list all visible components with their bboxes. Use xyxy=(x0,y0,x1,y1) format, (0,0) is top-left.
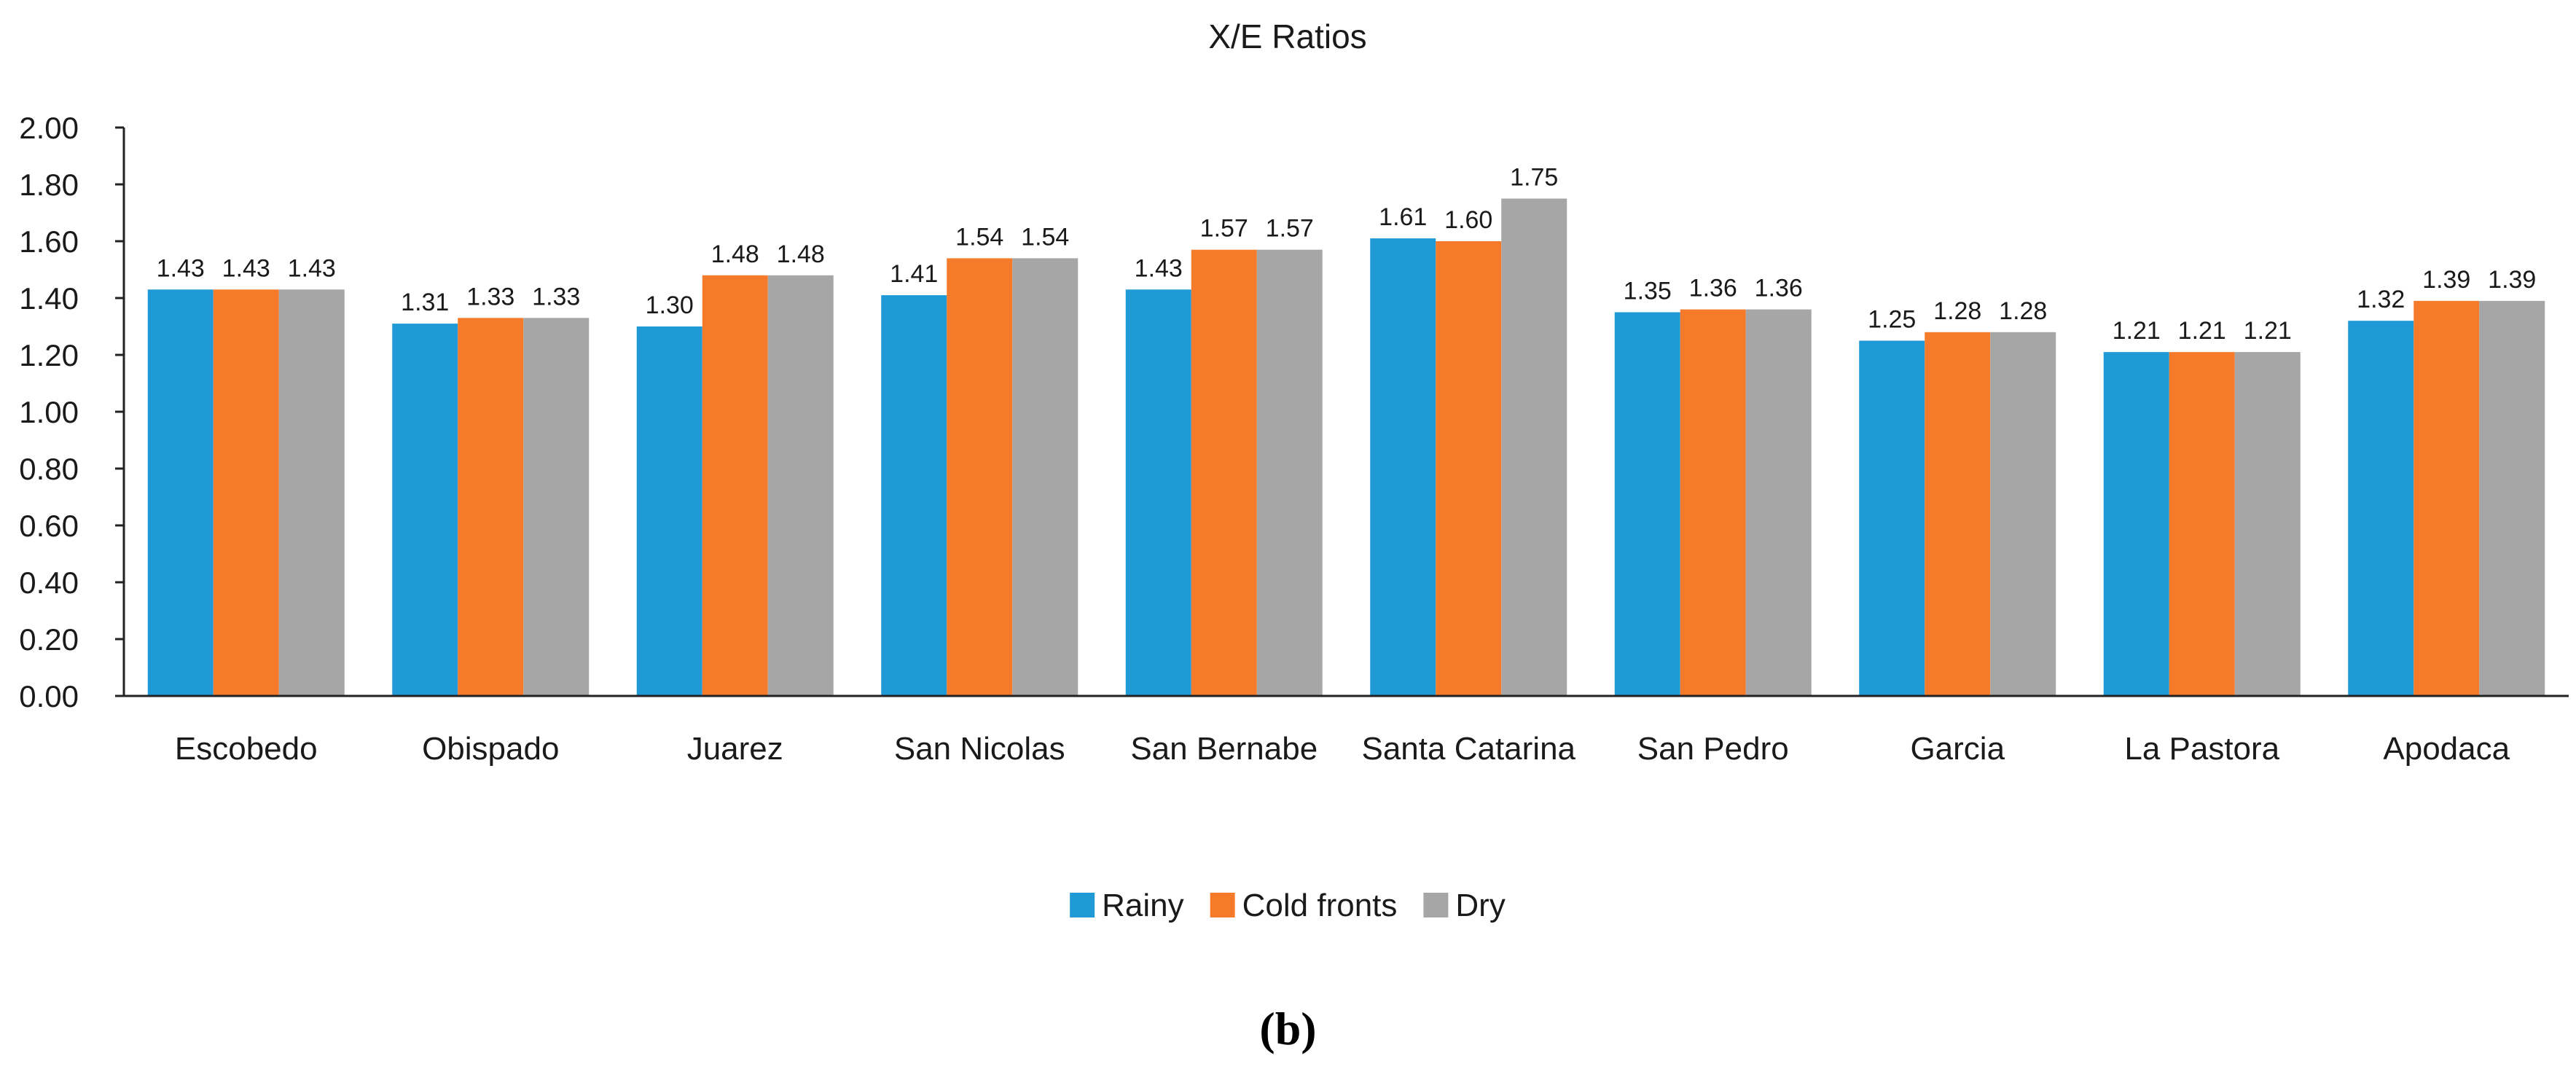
data-label: 1.57 xyxy=(1200,215,1248,243)
data-label: 1.75 xyxy=(1510,164,1558,192)
data-label: 1.36 xyxy=(1755,275,1803,302)
bar xyxy=(1745,309,1812,697)
bar xyxy=(947,258,1013,696)
bars xyxy=(147,198,2545,697)
data-label: 1.39 xyxy=(2422,266,2470,294)
x-tick-label: La Pastora xyxy=(2124,731,2279,767)
y-tick-label: 1.80 xyxy=(19,168,79,202)
legend-label: Rainy xyxy=(1102,888,1184,923)
bar xyxy=(2169,352,2235,696)
x-tick-label: Escobedo xyxy=(175,731,318,767)
x-tick-label: Obispado xyxy=(422,731,559,767)
data-label: 1.43 xyxy=(1135,254,1183,282)
y-tick-label: 1.40 xyxy=(19,281,79,316)
chart-title: X/E Ratios xyxy=(1208,17,1366,55)
x-tick-label: San Bernabe xyxy=(1130,731,1318,767)
bar xyxy=(1125,289,1191,696)
x-tick-label: Santa Catarina xyxy=(1361,731,1575,767)
data-label: 1.43 xyxy=(222,254,270,282)
data-label: 1.21 xyxy=(2113,317,2161,345)
data-label: 1.39 xyxy=(2488,266,2536,294)
y-tick-label: 2.00 xyxy=(19,111,79,145)
data-label: 1.54 xyxy=(955,223,1003,251)
data-label: 1.33 xyxy=(466,283,514,310)
y-tick-label: 0.20 xyxy=(19,622,79,657)
bar xyxy=(767,275,834,696)
data-label: 1.48 xyxy=(711,240,759,268)
data-label: 1.21 xyxy=(2178,317,2226,345)
bar xyxy=(523,318,590,696)
bar xyxy=(458,318,524,696)
data-label: 1.33 xyxy=(532,283,580,310)
bar xyxy=(2103,352,2169,696)
bar xyxy=(2479,300,2545,696)
bar xyxy=(1256,249,1323,696)
value-labels: 1.43 1.43 1.43 1.31 1.33 1.33 1.30 1.48 1.48 1.41… xyxy=(157,164,2537,345)
bar xyxy=(1614,312,1680,696)
data-label: 1.31 xyxy=(401,289,449,316)
y-tick-label: 0.80 xyxy=(19,452,79,486)
data-label: 1.28 xyxy=(1999,297,2047,325)
y-tick-label: 0.40 xyxy=(19,565,79,600)
bar xyxy=(1990,332,2056,696)
y-tick-label: 1.00 xyxy=(19,395,79,429)
x-tick-label: Apodaca xyxy=(2383,731,2510,767)
y-tick-label: 1.60 xyxy=(19,224,79,259)
legend-label: Cold fronts xyxy=(1242,888,1398,923)
bar xyxy=(278,289,345,696)
data-label: 1.30 xyxy=(646,291,694,319)
panel-label: (b) xyxy=(1259,1003,1317,1054)
x-axis: Escobedo Obispado Juarez San Nicolas San Ber… xyxy=(124,694,2569,767)
data-label: 1.43 xyxy=(288,254,336,282)
bar xyxy=(213,289,279,696)
bar xyxy=(1012,258,1078,696)
bar xyxy=(1436,241,1502,696)
y-tick-label: 0.60 xyxy=(19,509,79,543)
data-label: 1.28 xyxy=(1933,297,1981,325)
x-tick-label: San Pedro xyxy=(1637,731,1789,767)
data-label: 1.60 xyxy=(1444,206,1492,234)
x-tick-label: Garcia xyxy=(1910,731,2005,767)
bar xyxy=(1925,332,1991,696)
bar xyxy=(392,324,458,696)
data-label: 1.35 xyxy=(1624,278,1672,305)
bar xyxy=(2348,321,2414,696)
data-label: 1.61 xyxy=(1379,203,1427,231)
bar xyxy=(1680,309,1746,697)
bar xyxy=(1501,198,1567,696)
data-label: 1.48 xyxy=(777,240,825,268)
legend-swatch xyxy=(1210,893,1235,917)
y-tick-label: 1.20 xyxy=(19,338,79,372)
bar xyxy=(1370,238,1436,697)
legend-swatch xyxy=(1423,893,1449,917)
data-label: 1.57 xyxy=(1266,215,1314,243)
data-label: 1.25 xyxy=(1868,306,1916,334)
legend-label: Dry xyxy=(1455,888,1505,923)
data-label: 1.36 xyxy=(1689,275,1737,302)
bar xyxy=(2234,352,2301,696)
data-label: 1.41 xyxy=(890,260,938,288)
data-label: 1.32 xyxy=(2357,286,2405,313)
bar xyxy=(147,289,214,696)
x-tick-label: San Nicolas xyxy=(894,731,1065,767)
x-tick-label: Juarez xyxy=(687,731,783,767)
legend-swatch xyxy=(1070,893,1095,917)
bar xyxy=(2413,300,2480,696)
y-tick-label: 0.00 xyxy=(19,679,79,713)
bar xyxy=(1191,249,1257,696)
bar xyxy=(881,295,947,697)
data-label: 1.21 xyxy=(2244,317,2292,345)
legend: Rainy Cold fronts Dry xyxy=(1070,888,1506,923)
data-label: 1.43 xyxy=(157,254,205,282)
bar xyxy=(1859,340,1925,696)
bar xyxy=(702,275,768,696)
data-label: 1.54 xyxy=(1021,223,1069,251)
bar xyxy=(636,326,702,696)
y-axis: 0.00 0.20 0.40 0.60 0.80 1.00 1.20 1.40 1.60 1.80… xyxy=(19,111,125,713)
